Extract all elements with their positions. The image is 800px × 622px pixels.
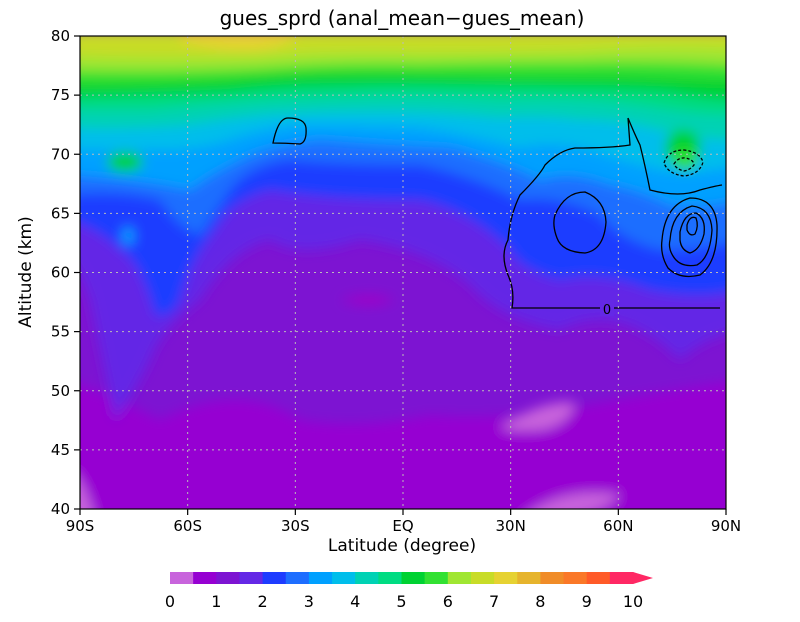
contour-80n-dashed-inner	[673, 157, 695, 172]
y-tick-label: 50	[51, 382, 70, 400]
colorbar-swatch	[308, 572, 333, 584]
x-tick-label: 90N	[711, 517, 741, 535]
field-band-lilac-patch	[500, 401, 575, 431]
colorbar-swatch	[586, 572, 611, 584]
field-band-lilac-bottom	[80, 480, 620, 509]
colorbar-swatch	[494, 572, 518, 584]
colorbar-swatch	[447, 572, 472, 584]
colorbar-swatch	[540, 572, 565, 584]
field-band-gold	[180, 36, 296, 50]
colorbar-tick-label: 2	[258, 592, 268, 611]
x-axis-label: Latitude (degree)	[328, 536, 476, 556]
colorbar-swatch	[239, 572, 264, 584]
colorbar-swatch	[517, 572, 541, 584]
field-band-patch-65s	[122, 227, 134, 245]
grid-lines	[80, 36, 726, 509]
colorbar-swatch	[355, 572, 379, 584]
y-tick-label: 40	[51, 500, 70, 518]
colorbar-swatch	[378, 572, 402, 584]
colorbar-swatch	[332, 572, 356, 584]
y-tick-label: 65	[51, 204, 70, 222]
x-tick-label: 30S	[281, 517, 310, 535]
field-band-pink-eq	[340, 295, 395, 305]
colorbar-swatch	[470, 572, 495, 584]
x-axis: 90S 60S 30S EQ 30N 60N 90N	[66, 509, 741, 535]
colorbar-swatch	[170, 572, 194, 584]
colorbar-swatch	[424, 572, 449, 584]
colorbar-tick-label: 7	[489, 592, 499, 611]
contour-80n-core	[686, 216, 698, 236]
colorbar-tick-label: 0	[165, 592, 175, 611]
y-tick-label: 70	[51, 145, 70, 163]
field-band-patch-60s	[107, 152, 143, 172]
contour-80n-inner	[679, 212, 705, 254]
plot-area	[80, 36, 726, 509]
colorbar-tick-label: 9	[582, 592, 592, 611]
x-tick-label: 30N	[496, 517, 526, 535]
contour-label: 0	[603, 303, 611, 318]
contour-zero-line	[503, 117, 723, 309]
colorbar-swatch	[609, 572, 634, 584]
colorbar-swatch	[262, 572, 287, 584]
contour-lines	[272, 117, 723, 309]
colorbar: 0 1 2 3 4 5 6 7 8 9 10	[165, 572, 653, 611]
y-tick-label: 60	[51, 264, 70, 282]
colorbar-swatch	[216, 572, 240, 584]
colorbar-swatch	[563, 572, 588, 584]
colorbar-tick-label: 5	[396, 592, 406, 611]
colorbar-extend-arrow	[633, 572, 653, 584]
colorbar-tick-label: 3	[304, 592, 314, 611]
colorbar-tick-label: 6	[443, 592, 453, 611]
y-axis-label: Altitude (km)	[16, 216, 36, 328]
y-tick-label: 80	[51, 27, 70, 45]
contour-50n	[553, 191, 607, 254]
field-band-patch-80n-core	[673, 150, 697, 170]
contour-30s	[272, 117, 307, 145]
colorbar-tick-label: 8	[535, 592, 545, 611]
x-tick-label: 60N	[603, 517, 633, 535]
colorbar-tick-label: 1	[211, 592, 221, 611]
contour-label-background	[600, 300, 614, 316]
colorbar-swatch	[193, 572, 217, 584]
colorbar-tick-label: 4	[350, 592, 360, 611]
y-tick-label: 55	[51, 323, 70, 341]
y-axis: 40 45 50 55 60 65 70 75 80	[51, 27, 80, 518]
x-tick-label: 60S	[173, 517, 202, 535]
colorbar-swatch	[285, 572, 310, 584]
y-tick-label: 75	[51, 86, 70, 104]
x-tick-label: 90S	[66, 517, 95, 535]
contour-80n-mid	[668, 205, 713, 267]
contour-80n-outer	[660, 197, 718, 278]
colorbar-swatch	[401, 572, 426, 584]
contour-80n-dashed-outer	[663, 149, 704, 177]
chart-title: gues_sprd (anal_mean−gues_mean)	[220, 6, 585, 30]
colorbar-tick-label: 10	[623, 592, 643, 611]
y-tick-label: 45	[51, 441, 70, 459]
x-tick-label: EQ	[392, 517, 413, 535]
